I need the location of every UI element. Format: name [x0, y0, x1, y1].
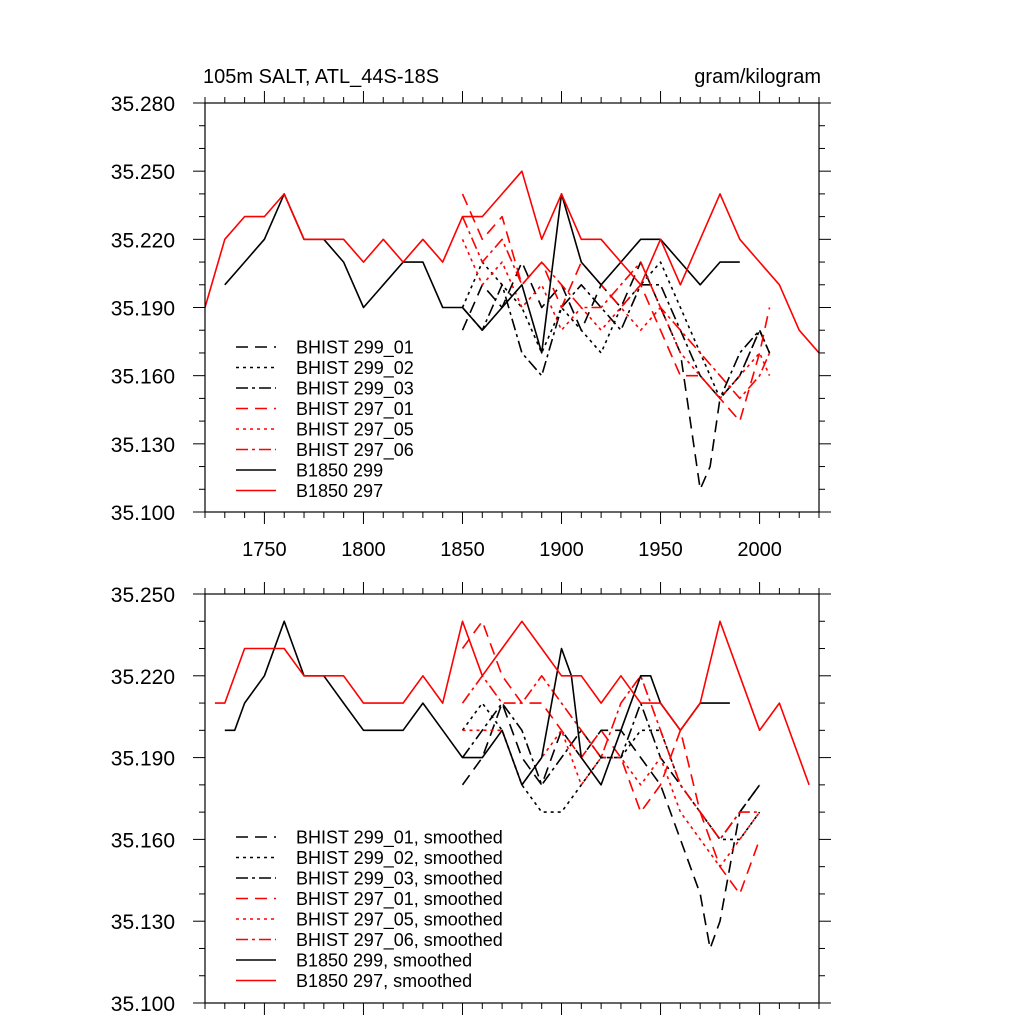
- y-tick-label: 35.280: [111, 93, 175, 116]
- y-tick-label: 35.130: [111, 434, 175, 457]
- legend-label: B1850 299: [296, 461, 383, 481]
- legend-label: BHIST 299_02: [296, 358, 414, 379]
- series-line-0: [461, 261, 771, 491]
- legend-label: BHIST 299_01: [296, 338, 414, 359]
- y-tick-label: 35.250: [111, 584, 175, 607]
- series-line-6: [224, 193, 740, 354]
- series-line-7: [205, 170, 819, 354]
- series-line-1: [461, 261, 771, 400]
- x-tick-label: 1900: [539, 539, 584, 561]
- x-tick-label: 2000: [737, 539, 782, 561]
- x-tick-label: 1850: [440, 539, 485, 561]
- series-line-1: [461, 702, 761, 841]
- y-tick-label: 35.250: [111, 161, 175, 184]
- legend-label: BHIST 297_05: [296, 420, 414, 441]
- x-tick-label: 1950: [638, 539, 683, 561]
- series-line-3: [461, 620, 761, 895]
- plot-frame: [204, 593, 820, 1004]
- x-tick-label: 1750: [242, 539, 287, 561]
- legend-label: BHIST 299_03, smoothed: [296, 869, 503, 890]
- y-tick-label: 35.130: [111, 911, 175, 934]
- series-line-4: [462, 729, 761, 868]
- series-line-2: [461, 283, 771, 400]
- y-tick-label: 35.190: [111, 748, 175, 771]
- y-tick-label: 35.220: [111, 229, 175, 252]
- y-tick-label: 35.160: [111, 366, 175, 389]
- legend-label: BHIST 297_01: [296, 399, 414, 420]
- legend-label: BHIST 299_02, smoothed: [296, 848, 503, 869]
- legend-label: BHIST 297_06: [296, 440, 414, 461]
- legend-label: BHIST 299_03: [296, 379, 414, 400]
- series-line-5: [461, 674, 760, 841]
- legend-label: BHIST 297_01, smoothed: [296, 889, 503, 910]
- y-tick-label: 35.190: [111, 298, 175, 321]
- y-tick-label: 35.100: [111, 502, 175, 525]
- top-panel: 1750 1800 1850 1900 1950 2000 35.100 35.130 35.1…: [111, 91, 831, 561]
- series-line-7: [214, 620, 810, 786]
- y-tick-label: 35.100: [111, 993, 175, 1016]
- legend-label: BHIST 297_05, smoothed: [296, 910, 503, 931]
- legend-label: B1850 297, smoothed: [296, 971, 472, 991]
- series-line-4: [461, 238, 771, 400]
- y-tick-label: 35.220: [111, 666, 175, 689]
- chart-title: 105m SALT, ATL_44S-18S: [203, 66, 440, 88]
- y-tick-label: 35.160: [111, 829, 175, 852]
- legend-label: BHIST 299_01, smoothed: [296, 828, 503, 849]
- x-tick-label: 1800: [341, 539, 386, 561]
- series-line-5: [461, 216, 771, 400]
- legend-label: B1850 297: [296, 481, 383, 501]
- legend-label: BHIST 297_06, smoothed: [296, 930, 503, 951]
- series-line-0: [461, 702, 761, 950]
- series-line-2: [461, 702, 761, 841]
- bottom-panel: 35.100 35.130 35.160 35.190 35.220 35.250 BHIS…: [111, 582, 831, 1016]
- legend-label: B1850 299, smoothed: [296, 951, 472, 971]
- units-label: gram/kilogram: [694, 66, 821, 88]
